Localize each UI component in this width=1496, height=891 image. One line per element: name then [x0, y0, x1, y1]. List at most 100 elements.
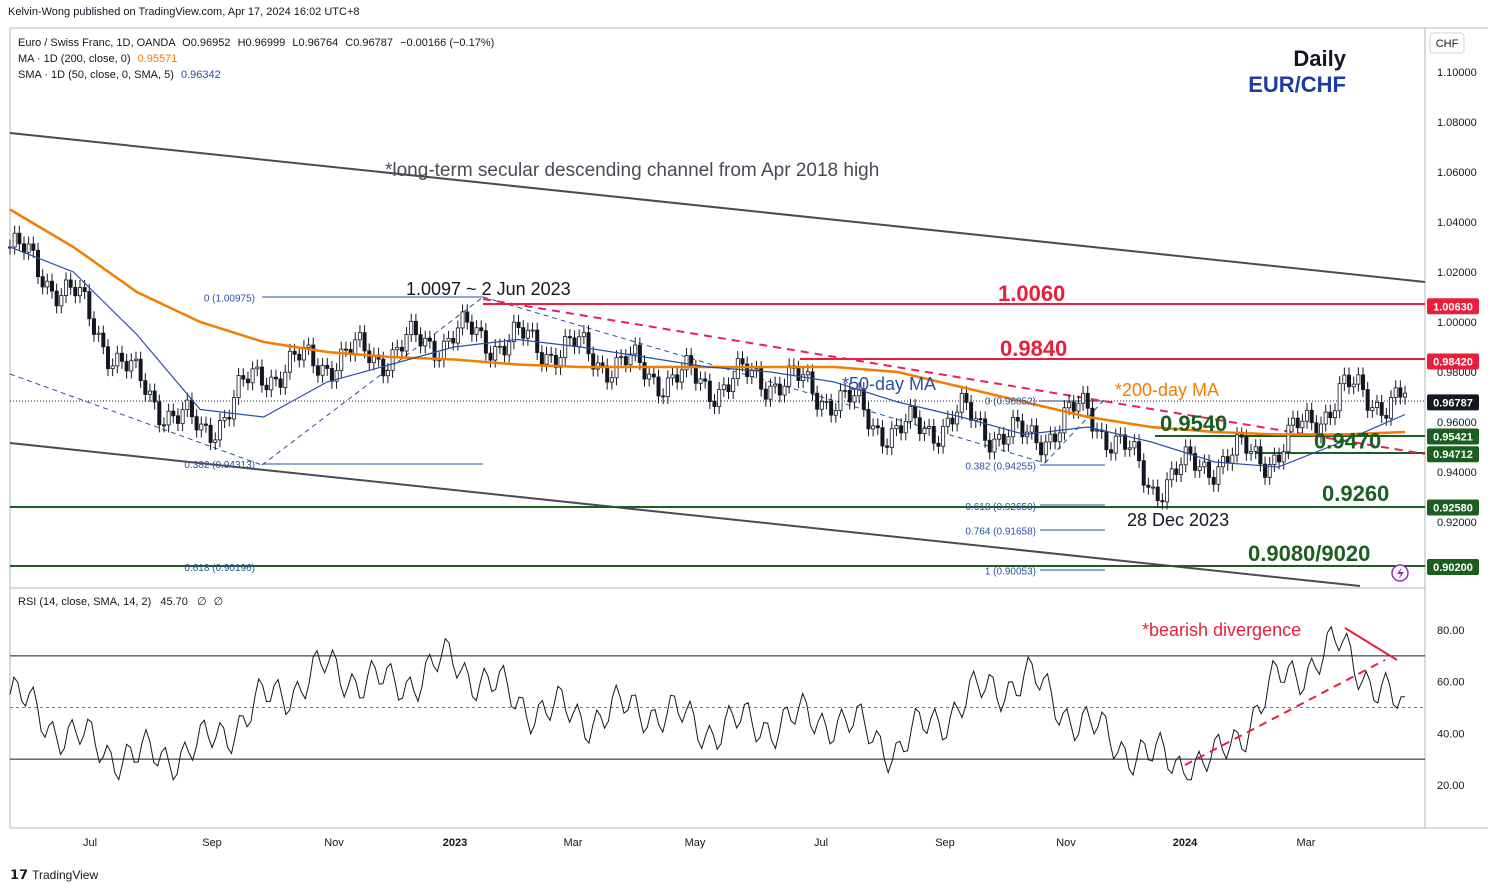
candle-body — [119, 352, 124, 362]
candle-body — [59, 295, 64, 307]
candle-body — [367, 350, 372, 364]
rsi-tick-label: 20.00 — [1437, 780, 1465, 792]
candle-body — [950, 417, 955, 425]
open-value: O0.96952 — [182, 37, 231, 49]
candle-body — [1305, 409, 1310, 422]
candle-body — [591, 353, 596, 370]
rsi-title: RSI (14, close, SMA, 14, 2) — [18, 596, 151, 608]
price-label-text: 0.90200 — [1433, 562, 1473, 574]
candle-body — [861, 389, 866, 410]
sma-value: 0.96342 — [180, 69, 221, 81]
level-label: 0.9840 — [1000, 336, 1067, 361]
descending-trend-line — [482, 298, 1426, 455]
level-label: 1.0060 — [998, 281, 1065, 306]
candle-body — [810, 371, 815, 394]
candle-body — [1174, 468, 1179, 475]
candle-body — [721, 384, 726, 390]
candle-body — [726, 384, 731, 393]
candle-body — [362, 332, 367, 352]
candle-body — [833, 410, 838, 416]
candle-body — [306, 344, 311, 348]
candle-body — [460, 311, 465, 329]
candle-body — [1039, 442, 1044, 456]
candle-body — [712, 401, 717, 407]
candle-body — [973, 418, 978, 421]
candle-body — [824, 400, 829, 403]
candle-body — [451, 337, 456, 344]
candle-body — [516, 321, 521, 328]
candle-body — [1193, 453, 1198, 471]
candle-body — [1081, 392, 1086, 404]
currency-badge[interactable] — [1429, 32, 1465, 54]
channel-upper-line — [9, 132, 1426, 283]
low-value: L0.96764 — [292, 37, 339, 49]
candle-body — [609, 377, 614, 383]
candle-body — [325, 365, 330, 369]
candle-body — [777, 383, 782, 396]
candle-body — [987, 439, 992, 453]
fib-trend-line-2a — [482, 296, 1046, 464]
candle-body — [1202, 461, 1207, 468]
x-tick-label: Jul — [83, 837, 97, 849]
candle-body — [997, 433, 1002, 440]
candle-body — [343, 348, 348, 351]
candle-body — [773, 383, 778, 387]
candle-body — [1263, 463, 1268, 478]
candle-body — [1323, 411, 1328, 425]
fib-label: 0.382 (0.94255) — [965, 462, 1036, 473]
candle-body — [231, 397, 236, 420]
candle-body — [1029, 425, 1034, 433]
candle-body — [1015, 416, 1020, 422]
candle-body — [35, 249, 40, 278]
rsi-legend[interactable]: RSI (14, close, SMA, 14, 2) 45.70 ∅ ∅ — [18, 596, 223, 608]
high-value: H0.96999 — [237, 37, 286, 49]
candle-body — [1146, 484, 1151, 488]
candle-body — [992, 438, 997, 453]
sma-legend-row[interactable]: SMA · 1D (50, close, 0, SMA, 5) 0.96342 — [18, 67, 494, 83]
tradingview-footer[interactable]: 𝟭𝟳 TradingView — [10, 867, 98, 883]
candle-body — [418, 334, 423, 347]
fib-trend-line-1b — [261, 296, 484, 466]
time-axis-ticks: Jul Sep Nov 2023 Mar May Jul Sep Nov 2024 Mar — [83, 837, 1316, 849]
candle-body — [143, 380, 148, 395]
symbol-line: Euro / Swiss Franc, 1D, OANDA — [18, 37, 176, 49]
candle-body — [1104, 431, 1109, 451]
fib-label: 0 (0.96852) — [985, 397, 1036, 408]
x-tick-label: Nov — [1056, 837, 1076, 849]
candle-body — [1403, 392, 1408, 398]
candle-body — [698, 378, 703, 384]
candle-body — [983, 418, 988, 441]
candle-body — [133, 358, 138, 362]
candle-body — [49, 280, 54, 292]
x-tick-label: Mar — [564, 837, 583, 849]
candle-body — [96, 332, 101, 335]
candle-body — [1053, 433, 1058, 443]
candle-body — [236, 375, 241, 398]
candle-body — [735, 358, 740, 379]
rsi-divergence-line — [1344, 627, 1398, 661]
candle-body — [553, 354, 558, 368]
candle-body — [913, 406, 918, 419]
candle-body — [507, 341, 512, 356]
candle-body — [493, 346, 498, 361]
candle-body — [157, 401, 162, 426]
ma-line: MA · 1D (200, close, 0) — [18, 53, 131, 65]
candle-body — [292, 350, 297, 355]
symbol-legend-row[interactable]: Euro / Swiss Franc, 1D, OANDA O0.96952 H… — [18, 35, 494, 51]
price-label-text: 0.95421 — [1433, 431, 1473, 443]
candle-body — [194, 416, 199, 431]
candle-body — [1137, 441, 1142, 462]
candle-body — [115, 352, 120, 367]
candle-body — [1267, 464, 1272, 478]
candle-body — [1253, 446, 1258, 452]
candle-body — [539, 352, 544, 365]
candle-body — [1109, 449, 1114, 454]
candlestick-series — [7, 225, 1408, 510]
x-tick-label: May — [685, 837, 706, 849]
candle-body — [1258, 446, 1263, 465]
candle-body — [875, 425, 880, 429]
y-tick-label: 0.96000 — [1437, 417, 1477, 429]
ma-legend-row[interactable]: MA · 1D (200, close, 0) 0.95571 — [18, 51, 494, 67]
candle-body — [1127, 447, 1132, 450]
